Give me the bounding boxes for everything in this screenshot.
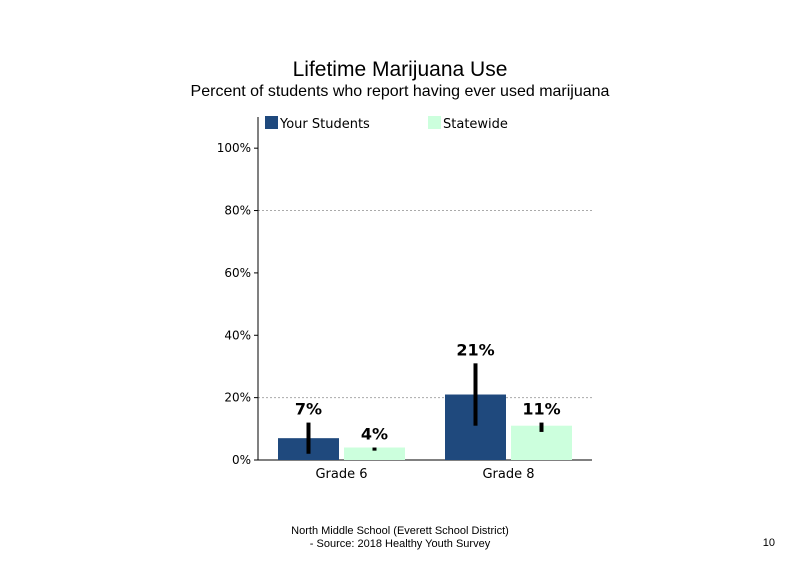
y-tick-label: 20% <box>224 391 251 405</box>
y-tick-label: 60% <box>224 266 251 280</box>
y-tick-label: 40% <box>224 328 251 342</box>
x-tick-label: Grade 8 <box>482 467 534 482</box>
footer-school: North Middle School (Everett School Dist… <box>291 525 509 537</box>
legend-swatch <box>265 116 278 129</box>
page-number: 10 <box>762 537 775 549</box>
bar-chart: 0% 20% 40% 60% 80% 100% Grade 6 7% 4% Grade 8 21% 1… <box>217 116 592 482</box>
footer: North Middle School (Everett School Dist… <box>245 525 555 551</box>
data-label: 21% <box>456 340 494 359</box>
y-tick-label: 100% <box>217 141 251 155</box>
bar-statewide <box>344 447 405 460</box>
y-tick-label: 80% <box>224 204 251 218</box>
footer-source: - Source: 2018 Healthy Youth Survey <box>309 538 491 550</box>
legend-swatch <box>428 116 441 129</box>
chart-subtitle: Percent of students who report having ev… <box>190 83 610 100</box>
legend-label: Your Students <box>279 117 370 132</box>
y-tick-label: 0% <box>232 453 251 467</box>
data-label: 4% <box>361 425 388 444</box>
chart-title: Lifetime Marijuana Use <box>292 58 508 81</box>
data-label: 7% <box>295 400 322 419</box>
x-tick-label: Grade 6 <box>315 467 367 482</box>
legend-label: Statewide <box>443 117 508 132</box>
data-label: 11% <box>522 400 560 419</box>
